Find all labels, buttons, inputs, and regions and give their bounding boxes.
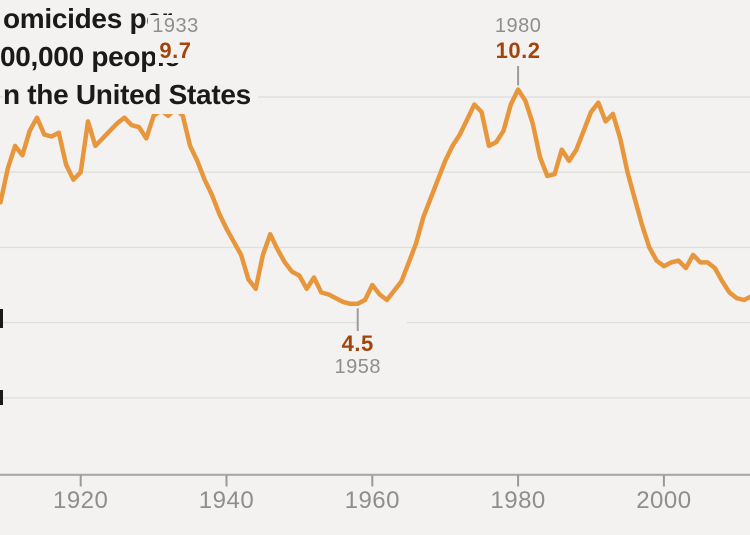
annotation-1980: 1980 10.2 xyxy=(443,15,593,63)
chart-title-line-3: n the United States xyxy=(3,76,258,114)
x-axis-label-1940: 1940 xyxy=(198,487,255,514)
gridline-mask xyxy=(359,316,407,330)
clipped-letter-fragment-h xyxy=(0,309,3,328)
x-axis-label-1980: 1980 xyxy=(490,487,546,514)
annotation-1958: 4.5 1958 xyxy=(283,331,433,379)
annotation-1958-value: 4.5 xyxy=(283,331,433,356)
annotation-1980-year: 1980 xyxy=(443,15,593,38)
annotation-1933-year: 1933 xyxy=(100,15,250,38)
chart-title-text-3: n the United States xyxy=(3,76,258,114)
x-axis-label-2000: 2000 xyxy=(636,487,692,514)
annotation-1980-value: 10.2 xyxy=(443,38,593,63)
x-axis-label-1920: 1920 xyxy=(52,487,109,514)
annotation-1933: 1933 9.7 xyxy=(100,15,250,63)
clipped-letter-fragment-i xyxy=(0,390,3,405)
annotation-1958-year: 1958 xyxy=(283,356,433,379)
x-axis-label-1960: 1960 xyxy=(344,487,400,514)
homicide-rate-line xyxy=(0,87,750,307)
annotation-1933-value: 9.7 xyxy=(100,38,250,63)
